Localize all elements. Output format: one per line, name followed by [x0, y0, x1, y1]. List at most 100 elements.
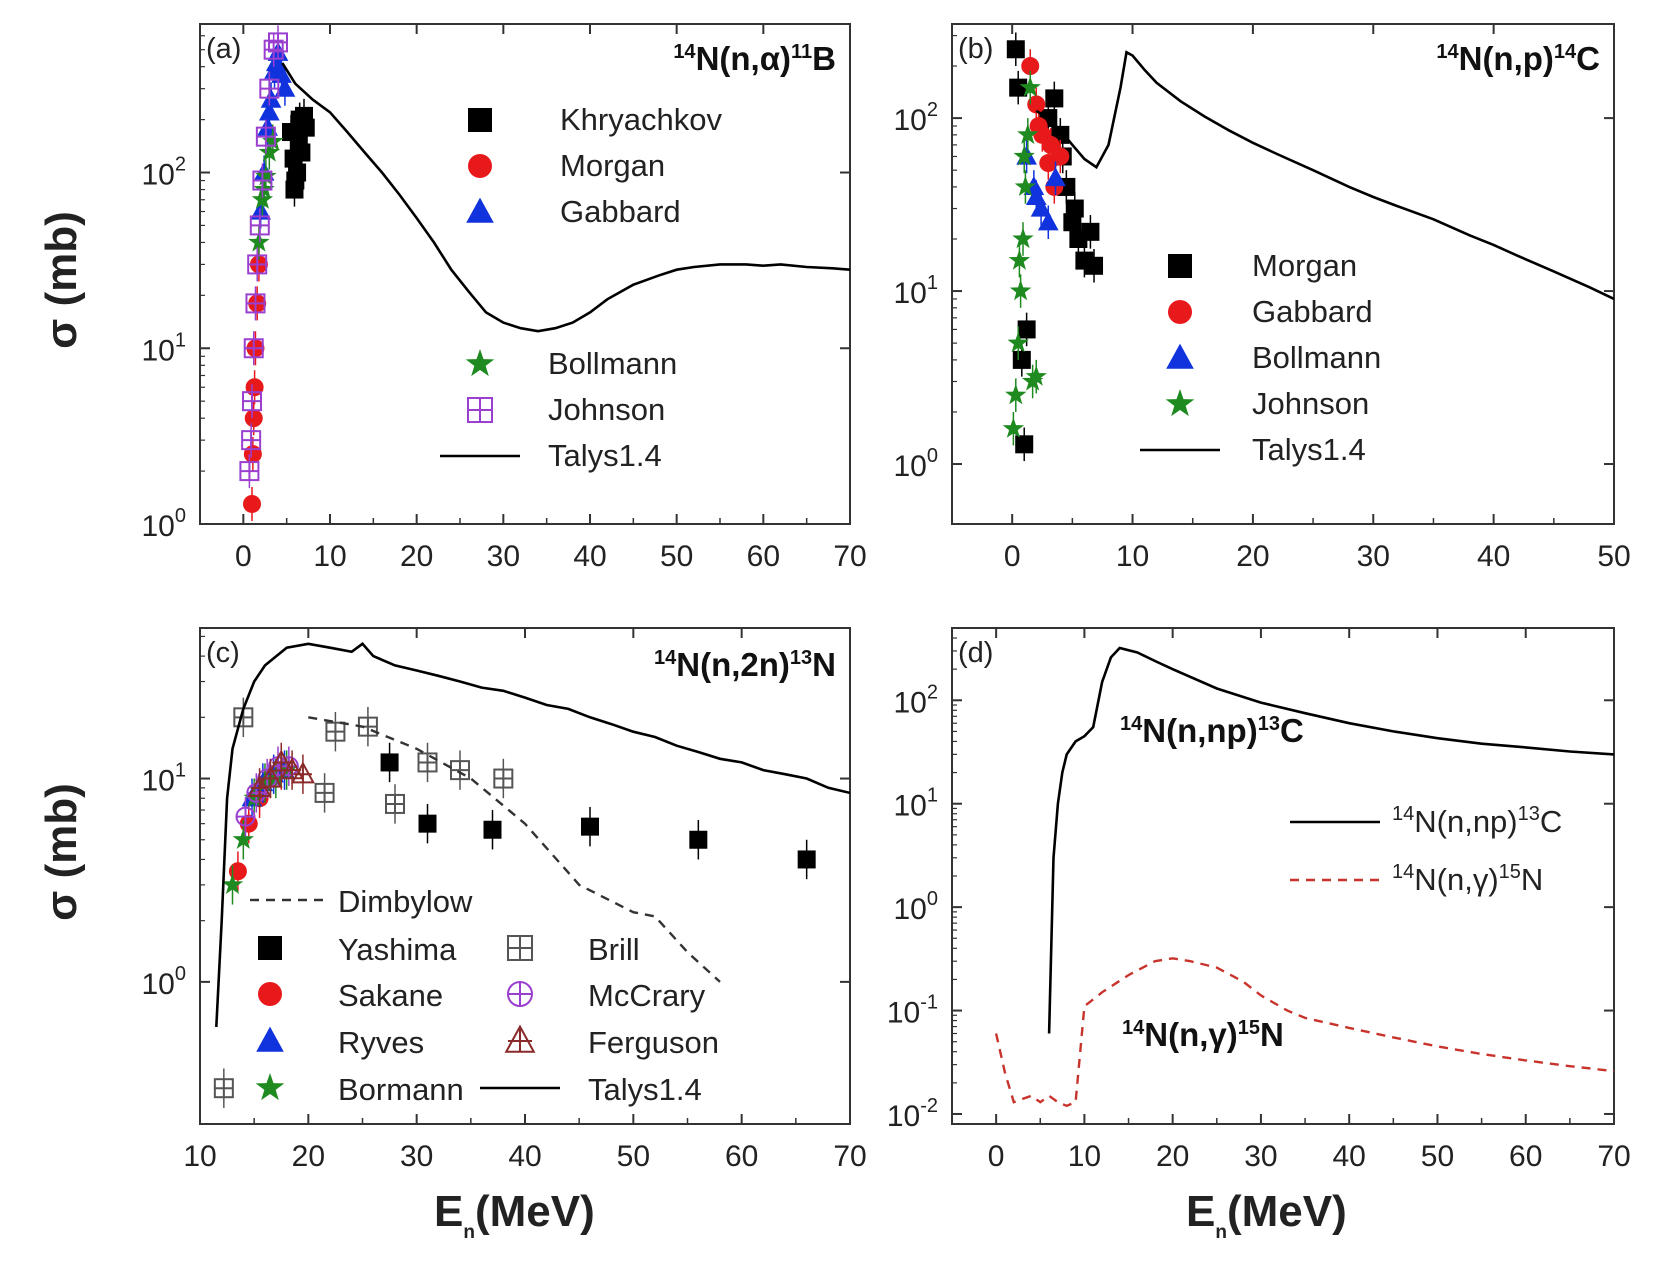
- x-tick-label: 30: [487, 540, 520, 573]
- y-tick-label: 101: [894, 785, 939, 823]
- data-point-bollmann: [248, 231, 270, 252]
- x-tick-label: 40: [508, 1140, 541, 1173]
- legend-item-3: Bollmann: [465, 346, 677, 381]
- data-point-ferguson: [280, 757, 305, 780]
- panel-d-annotation-ng: 14N(n,γ)15N: [1122, 1016, 1284, 1053]
- data-point-johnson: [263, 39, 284, 60]
- plot-frame: [951, 23, 1615, 525]
- data-point-khryachkov: [288, 163, 307, 182]
- legend-marker: [466, 197, 494, 223]
- legend-item-1: 14N(n,γ)15N: [1290, 861, 1543, 897]
- data-point-johnson: [249, 215, 270, 236]
- x-tick-label: 60: [1509, 1140, 1542, 1173]
- data-point-brill: [417, 752, 438, 773]
- data-point-morgan: [244, 409, 263, 428]
- legend-item-8: Talys1.4: [480, 1072, 702, 1107]
- legend-item-4: Bormann: [255, 1072, 464, 1107]
- legend-label: Brill: [588, 932, 640, 967]
- data-point-ferguson: [269, 749, 294, 772]
- x-tick-label: 50: [1421, 1140, 1454, 1173]
- x-tick-label: 70: [1597, 1140, 1630, 1173]
- data-point-johnson: [1013, 145, 1035, 166]
- legend-marker: [1168, 254, 1192, 278]
- legend-label: Bollmann: [548, 346, 677, 381]
- data-point-johnson: [259, 78, 280, 99]
- legend-marker: [258, 982, 282, 1006]
- data-point-gabbard: [1021, 57, 1040, 76]
- y-tick-label: 100: [894, 445, 939, 483]
- data-point-johnson: [1017, 123, 1039, 144]
- x-axis-label-left: En(MeV): [434, 1187, 595, 1243]
- x-tick-label: 0: [1004, 540, 1021, 573]
- legend-item-2: Gabbard: [466, 194, 681, 229]
- legend-item-5: Brill: [507, 932, 640, 967]
- data-point-bormann: [232, 828, 254, 849]
- legend-label: Gabbard: [1252, 294, 1373, 329]
- data-point-bollmann: [262, 130, 284, 151]
- data-point-brill: [385, 793, 405, 814]
- x-tick-label: 0: [235, 540, 252, 573]
- data-point-morgan: [1009, 78, 1028, 97]
- data-point-ferguson: [290, 761, 315, 784]
- x-tick-label: 10: [1068, 1140, 1101, 1173]
- y-tick-label: 101: [142, 329, 187, 367]
- legend-marker: [507, 981, 533, 1007]
- data-point-morgan: [1006, 40, 1025, 59]
- x-tick-label: 50: [617, 1140, 650, 1173]
- y-tick-label: 102: [894, 99, 939, 137]
- legend-item-4: Johnson: [467, 392, 665, 427]
- legend-label: Bollmann: [1252, 340, 1381, 375]
- legend-label: Ryves: [338, 1025, 424, 1060]
- x-tick-label: 30: [1244, 1140, 1277, 1173]
- legend-label: Talys1.4: [548, 438, 662, 473]
- legend-label: Sakane: [338, 978, 443, 1013]
- data-point-morgan: [1012, 350, 1031, 369]
- plot-frame: [199, 627, 851, 1125]
- x-tick-label: 20: [1156, 1140, 1189, 1173]
- x-axis-label-left-main: E: [434, 1187, 463, 1236]
- x-tick-label: 10: [183, 1140, 216, 1173]
- data-point-yashima: [418, 814, 437, 833]
- series-layer: [994, 646, 1614, 1108]
- x-axis-label-right-main: E: [1186, 1187, 1215, 1236]
- data-point-johnson: [252, 170, 273, 191]
- legend-item-2: Sakane: [258, 978, 443, 1013]
- data-point-brill: [325, 721, 346, 742]
- data-point-johnson: [1002, 417, 1025, 438]
- panel-c-title: 14N(n,2n)13N: [654, 646, 836, 683]
- legend-marker: [465, 349, 495, 377]
- data-point-yashima: [380, 753, 399, 772]
- x-tick-label: 30: [1357, 540, 1390, 573]
- data-point-sakane: [228, 862, 247, 881]
- legend-item-3: Johnson: [1165, 386, 1369, 421]
- y-tick-label: 101: [894, 272, 939, 310]
- data-point-gabbard: [1027, 95, 1046, 114]
- legend-item-6: McCrary: [507, 978, 706, 1013]
- x-axis-label-left-rest: (MeV): [475, 1187, 595, 1236]
- y-tick-label: 102: [894, 681, 939, 719]
- panel-label: (d): [958, 637, 993, 669]
- panel-label: (a): [206, 33, 241, 65]
- x-tick-label: 70: [833, 1140, 866, 1173]
- data-point-bollmann: [255, 165, 277, 186]
- legend-marker: [1168, 300, 1192, 324]
- y-tick-label: 10-1: [887, 992, 938, 1030]
- legend-item-0: Khryachkov: [468, 102, 722, 137]
- x-tick-label: 40: [573, 540, 606, 573]
- x-axis-label-right: En(MeV): [1186, 1187, 1347, 1243]
- legend-marker: [468, 154, 492, 178]
- legend-item-1: Morgan: [468, 148, 665, 183]
- legend-label: Morgan: [1252, 248, 1357, 283]
- data-point-morgan: [1081, 222, 1100, 241]
- data-point-yashima: [797, 850, 816, 869]
- data-point-johnson: [1025, 365, 1047, 386]
- data-point-johnson: [1012, 227, 1034, 249]
- data-point-johnson: [1005, 383, 1027, 405]
- series-layer: [1002, 32, 1614, 462]
- data-point-morgan: [1085, 256, 1104, 275]
- legend-marker: [255, 1073, 285, 1101]
- panel-d-annotation-np: 14N(n,np)13C: [1120, 712, 1304, 749]
- series-line-dimbylow: [308, 716, 721, 983]
- legend-marker: [467, 397, 493, 423]
- y-tick-label: 100: [142, 505, 187, 543]
